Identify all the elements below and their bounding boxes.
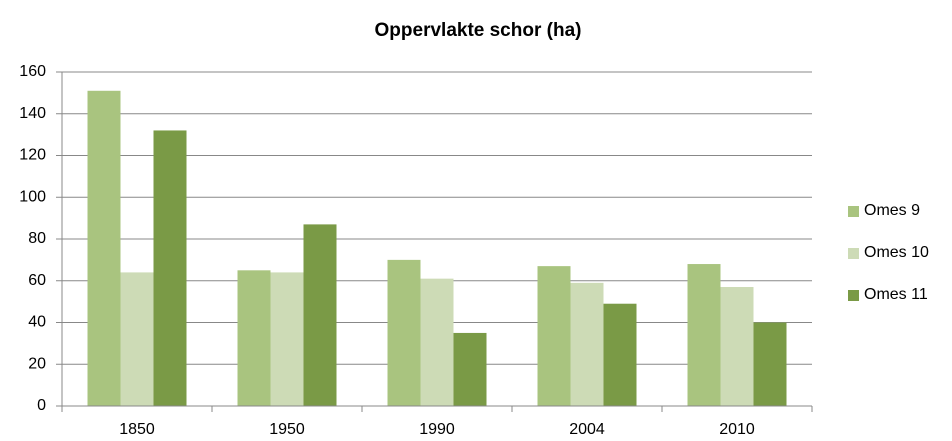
y-tick-label: 0 bbox=[37, 397, 46, 414]
bar bbox=[270, 272, 304, 406]
bar bbox=[387, 259, 421, 406]
x-tick-label: 2004 bbox=[569, 421, 605, 438]
y-tick-label: 60 bbox=[28, 272, 46, 289]
legend-label: Omes 9 bbox=[864, 202, 920, 219]
legend-label: Omes 11 bbox=[864, 286, 928, 303]
bar bbox=[420, 278, 454, 406]
bar bbox=[603, 303, 637, 406]
y-tick-label: 40 bbox=[28, 314, 46, 331]
chart-title: Oppervlakte schor (ha) bbox=[375, 20, 582, 41]
bar bbox=[303, 224, 337, 406]
bar bbox=[453, 332, 487, 406]
y-tick-label: 20 bbox=[28, 355, 46, 372]
bar bbox=[120, 272, 154, 406]
legend-swatch bbox=[848, 248, 859, 259]
y-tick-label: 160 bbox=[19, 63, 46, 80]
bar bbox=[687, 264, 721, 406]
y-tick-label: 80 bbox=[28, 230, 46, 247]
x-tick-label: 2010 bbox=[719, 421, 755, 438]
legend-swatch bbox=[848, 290, 859, 301]
legend-swatch bbox=[848, 206, 859, 217]
y-tick-label: 140 bbox=[19, 105, 46, 122]
x-tick-label: 1950 bbox=[269, 421, 305, 438]
x-tick-label: 1990 bbox=[419, 421, 455, 438]
y-tick-label: 100 bbox=[19, 188, 46, 205]
bar bbox=[87, 90, 121, 406]
bar bbox=[720, 287, 754, 406]
legend-label: Omes 10 bbox=[864, 244, 929, 261]
bar bbox=[570, 282, 604, 406]
y-tick-label: 120 bbox=[19, 147, 46, 164]
bar bbox=[537, 266, 571, 406]
bar bbox=[237, 270, 271, 406]
x-tick-label: 1850 bbox=[119, 421, 155, 438]
bar bbox=[153, 130, 187, 406]
bar bbox=[753, 322, 787, 406]
